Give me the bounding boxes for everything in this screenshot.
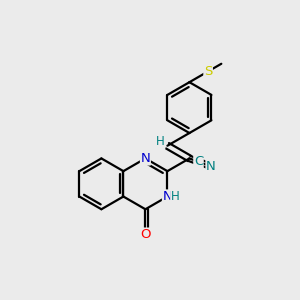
- Text: N: N: [140, 152, 150, 165]
- Text: N: N: [206, 160, 216, 173]
- Text: O: O: [140, 228, 151, 241]
- Text: S: S: [204, 65, 212, 78]
- Text: N: N: [163, 190, 172, 203]
- Text: C: C: [194, 155, 203, 168]
- Text: H: H: [156, 135, 165, 148]
- Text: H: H: [171, 190, 179, 203]
